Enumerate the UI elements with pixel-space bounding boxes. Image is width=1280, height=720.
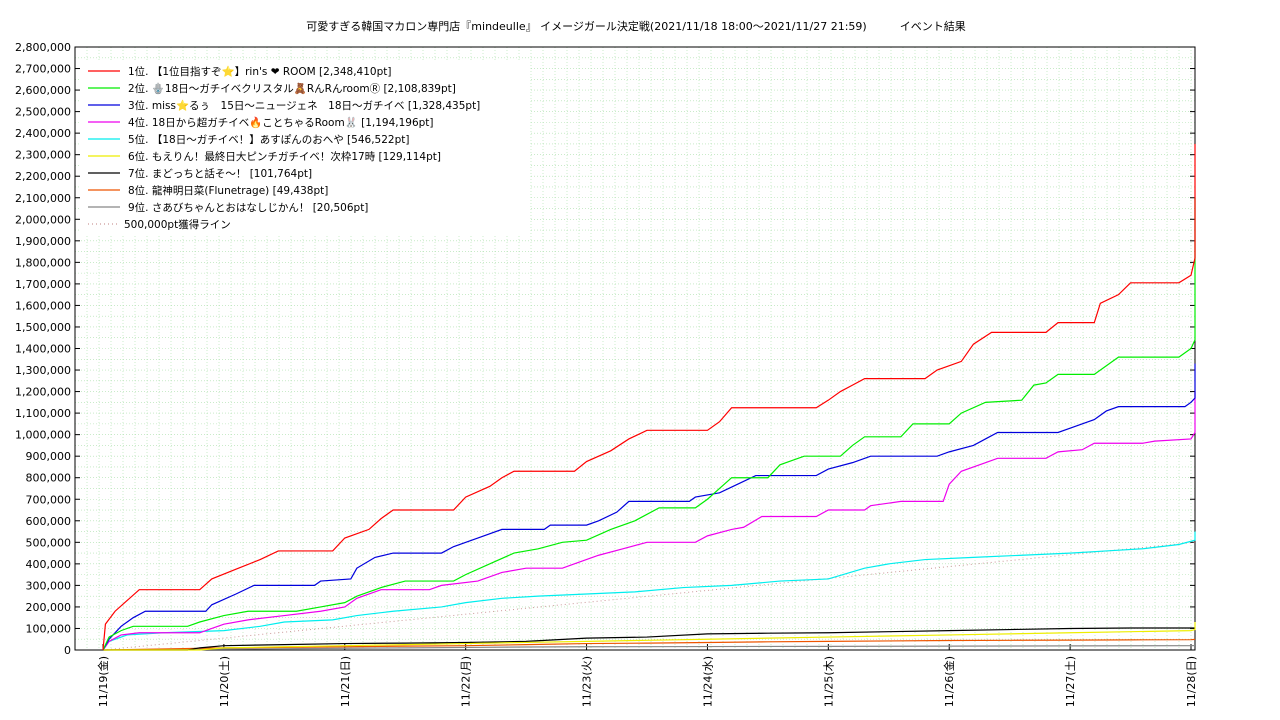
legend: 1位. 【1位目指すぞ⭐】rin's ❤ ROOM [2,348,410pt] 2…: [80, 60, 530, 236]
series-line: [102, 391, 1196, 651]
x-tick-label: 11/19(金): [96, 656, 110, 707]
y-tick-label: 2,600,000: [15, 84, 71, 97]
series-line: [103, 622, 1196, 651]
series-lines: [102, 143, 1196, 651]
x-axis: 11/19(金) 11/20(土) 11/21(日) 11/22(月) 11/23(火)…: [96, 644, 1198, 707]
y-tick-label: 1,100,000: [15, 407, 71, 420]
x-tick-label: 11/28(日): [1185, 656, 1198, 707]
y-tick-label: 2,500,000: [15, 106, 71, 119]
y-tick-label: 200,000: [26, 601, 72, 614]
series-line: [103, 627, 1195, 651]
y-tick-label: 400,000: [26, 558, 72, 571]
y-tick-label: 2,100,000: [15, 192, 71, 205]
y-tick-label: 1,700,000: [15, 278, 71, 291]
y-tick-label: 1,200,000: [15, 386, 71, 399]
series-line: [102, 363, 1196, 651]
legend-entry: 7位. まどっちと話そ～！ [101,764pt]: [128, 167, 312, 180]
x-tick-label: 11/25(木): [822, 656, 835, 707]
chart-title: 可愛すぎる韓国マカロン専門店『mindeulle』 イメージガール決定戦(202…: [306, 20, 966, 33]
legend-entry: 1位. 【1位目指すぞ⭐】rin's ❤ ROOM [2,348,410pt]: [128, 65, 391, 78]
y-tick-label: 1,900,000: [15, 235, 71, 248]
series-line: [102, 638, 1196, 651]
x-tick-label: 11/24(水): [701, 656, 714, 707]
legend-entry: 9位. さあびちゃんとおはなしじかん！ [20,506pt]: [128, 201, 368, 214]
y-tick-label: 1,800,000: [15, 256, 71, 269]
legend-entry: 8位. 龍神明日菜(Flunetrage) [49,438pt]: [128, 184, 328, 197]
x-tick-label: 11/22(月): [460, 656, 473, 707]
x-tick-label: 11/21(日): [339, 656, 352, 707]
y-tick-label: 2,300,000: [15, 149, 71, 162]
y-tick-label: 700,000: [26, 493, 72, 506]
series-line: [102, 197, 1196, 651]
legend-entry: 6位. もえりん！最終日大ピンチガチイベ！次枠17時 [129,114pt]: [128, 150, 441, 163]
legend-entry: 2位. 🪬18日～ガチイベクリスタル🧸RんRんroomⓇ [2,108,839p…: [128, 82, 456, 95]
series-line: [102, 143, 1196, 651]
y-tick-label: 1,000,000: [15, 429, 71, 442]
y-tick-label: 1,300,000: [15, 364, 71, 377]
y-tick-label: 2,800,000: [15, 41, 71, 54]
series-line: [102, 531, 1196, 651]
x-tick-label: 11/26(金): [942, 656, 956, 707]
y-tick-label: 2,700,000: [15, 63, 71, 76]
x-tick-label: 11/27(土): [1064, 656, 1077, 707]
legend-entry: 500,000pt獲得ライン: [124, 218, 231, 231]
y-tick-label: 1,600,000: [15, 299, 71, 312]
y-tick-label: 2,000,000: [15, 213, 71, 226]
y-tick-label: 900,000: [26, 450, 72, 463]
y-tick-label: 1,500,000: [15, 321, 71, 334]
x-tick-label: 11/20(土): [218, 656, 231, 707]
y-tick-label: 600,000: [26, 515, 72, 528]
legend-entry: 5位. 【18日～ガチイベ！】あすぽんのおへや [546,522pt]: [128, 133, 409, 146]
series-line: [102, 541, 1196, 651]
y-tick-label: 500,000: [26, 536, 72, 549]
y-tick-label: 300,000: [26, 579, 72, 592]
y-tick-label: 2,200,000: [15, 170, 71, 183]
y-axis: 0 100,000 200,000 300,000 400,000 500,000 600,…: [15, 41, 1195, 657]
y-tick-label: 0: [64, 644, 71, 657]
y-tick-label: 2,400,000: [15, 127, 71, 140]
y-tick-label: 1,400,000: [15, 343, 71, 356]
y-tick-label: 800,000: [26, 472, 72, 485]
series-line: [102, 644, 1196, 651]
y-tick-label: 100,000: [26, 622, 72, 635]
legend-box: [80, 60, 530, 236]
legend-entry: 3位. miss⭐るぅ 15日～ニュージェネ 18日～ガチイベ [1,328,4…: [128, 99, 480, 112]
x-tick-label: 11/23(火): [581, 656, 594, 707]
legend-entry: 4位. 18日から超ガチイベ🔥ことちゃるRoom🐰 [1,194,196pt]: [128, 116, 434, 129]
